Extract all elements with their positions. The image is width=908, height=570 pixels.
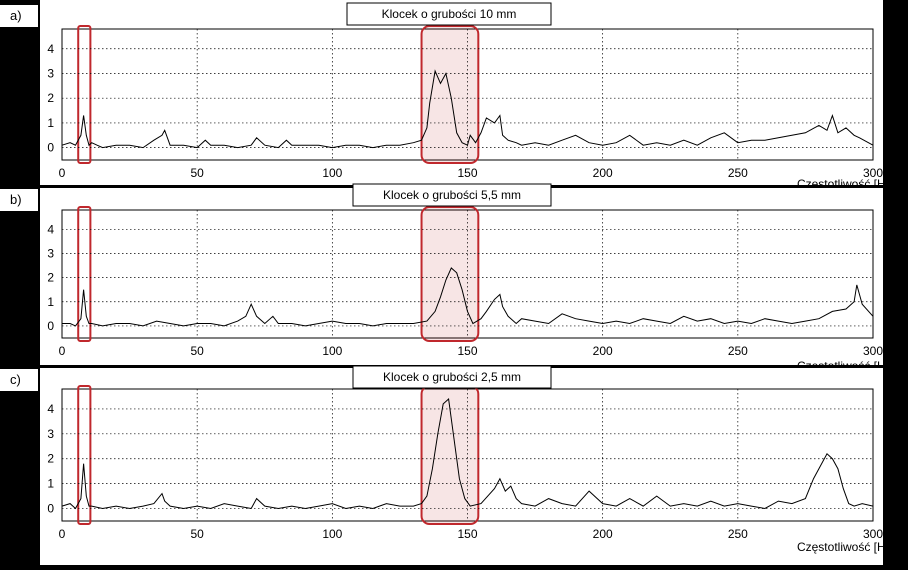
y-tick-label: 4 <box>47 402 54 416</box>
y-tick-label: 2 <box>47 271 54 285</box>
panel-label-box <box>0 5 38 27</box>
x-tick-label: 50 <box>190 344 204 358</box>
highlight-band <box>77 385 92 525</box>
x-tick-label: 300 <box>863 527 883 541</box>
y-tick-label: 1 <box>47 477 54 491</box>
x-tick-label: 150 <box>457 344 477 358</box>
x-tick-label: 300 <box>863 166 883 180</box>
chart-title: Klocek o grubości 5,5 mm <box>383 188 521 202</box>
x-tick-label: 150 <box>457 527 477 541</box>
y-axis-label: A-RMS [m/s²] <box>11 239 25 311</box>
y-tick-label: 4 <box>47 222 54 236</box>
y-axis-label: A-RMS [m/s²] <box>11 59 25 131</box>
y-tick-label: 3 <box>47 427 54 441</box>
x-tick-label: 0 <box>59 166 66 180</box>
series-line <box>62 267 874 327</box>
highlight-band <box>77 25 92 164</box>
y-tick-label: 1 <box>47 116 54 130</box>
x-tick-label: 100 <box>322 344 342 358</box>
panel-label-box <box>0 369 38 391</box>
x-tick-label: 200 <box>593 344 613 358</box>
y-tick-label: 0 <box>47 502 54 516</box>
panel-label: b) <box>10 192 22 207</box>
x-tick-label: 100 <box>322 527 342 541</box>
x-tick-label: 250 <box>728 344 748 358</box>
chart-title: Klocek o grubości 2,5 mm <box>383 370 521 384</box>
y-tick-label: 2 <box>47 91 54 105</box>
x-axis-label: Częstotliwość [Hz] <box>797 540 895 554</box>
x-tick-label: 150 <box>457 166 477 180</box>
highlight-band <box>420 25 480 164</box>
y-tick-label: 3 <box>47 66 54 80</box>
y-tick-label: 1 <box>47 295 54 309</box>
x-tick-label: 50 <box>190 527 204 541</box>
panel-label: a) <box>10 8 22 23</box>
x-tick-label: 100 <box>322 166 342 180</box>
series-line <box>61 69 874 149</box>
chart-title: Klocek o grubości 10 mm <box>382 7 517 21</box>
x-tick-label: 300 <box>863 344 883 358</box>
panel-label: c) <box>10 372 21 387</box>
y-tick-label: 0 <box>47 319 54 333</box>
x-tick-label: 200 <box>593 527 613 541</box>
series-line <box>61 397 874 510</box>
chart-title-box <box>352 183 552 207</box>
x-tick-label: 0 <box>59 344 66 358</box>
x-axis-label: Częstotliwość [Hz] <box>797 177 895 191</box>
x-tick-label: 250 <box>728 527 748 541</box>
x-tick-label: 0 <box>59 527 66 541</box>
x-tick-label: 200 <box>593 166 613 180</box>
highlight-band <box>420 206 480 342</box>
y-axis-label: A-RMS [m/s²] <box>11 419 25 491</box>
y-tick-label: 3 <box>47 246 54 260</box>
chart-title-box <box>352 365 552 389</box>
chart-title-box <box>346 2 552 26</box>
panel-label-box <box>0 189 38 211</box>
highlight-band <box>77 206 92 342</box>
y-tick-label: 4 <box>47 42 54 56</box>
y-tick-label: 0 <box>47 141 54 155</box>
x-tick-label: 250 <box>728 166 748 180</box>
y-tick-label: 2 <box>47 452 54 466</box>
x-tick-label: 50 <box>190 166 204 180</box>
